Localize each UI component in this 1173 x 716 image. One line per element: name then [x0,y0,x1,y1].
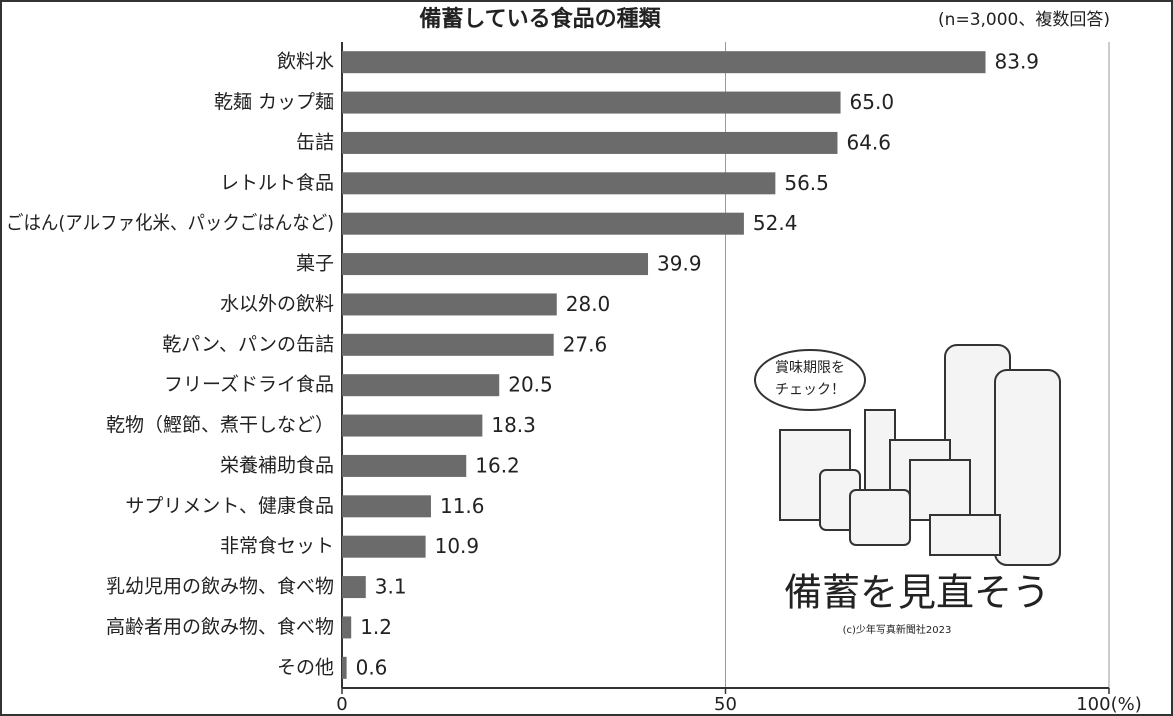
value-label: 83.9 [995,50,1040,74]
chart-subtitle: (n=3,000、複数回答) [938,10,1110,30]
y-tick-label: 乾麺 カップ麺 [214,91,334,113]
value-label: 10.9 [435,534,480,558]
y-tick-label: 水以外の飲料 [220,293,334,315]
y-tick-label: 乳幼児用の飲み物、食べ物 [106,576,334,598]
bottle [995,370,1060,565]
y-tick-label: ごはん(アルファ化米、パックごはんなど) [6,212,334,234]
annotation: (c)少年写真新聞社2023 [843,623,952,636]
chart-title: 備蓄している食品の種類 [419,6,661,32]
annotation: チェック！ [775,382,845,398]
can [850,490,910,545]
y-tick-label: その他 [277,656,334,678]
bar [342,415,482,437]
x-tick-label: 50 [714,694,737,715]
y-tick-label: サプリメント、健康食品 [125,495,334,517]
value-label: 64.6 [846,130,891,154]
bar [342,213,744,235]
y-tick-label: 飲料水 [277,51,334,73]
value-label: 18.3 [491,413,536,437]
bar [342,374,499,396]
y-tick-label: 乾パン、パンの缶詰 [162,333,334,355]
pouch [910,460,970,520]
value-label: 16.2 [475,453,520,477]
illustration [755,345,1060,565]
speech-bubble [755,350,865,410]
value-label: 56.5 [784,171,829,195]
y-tick-label: 缶詰 [296,131,334,153]
value-label: 1.2 [360,615,392,639]
bar [342,253,648,275]
y-tick-label: 乾物（鰹節、煮干しなど） [106,414,334,436]
x-tick-label: 100(%) [1076,694,1142,715]
y-tick-label: 非常食セット [220,535,334,557]
annotation: 備蓄を見直そう [784,571,1050,615]
tray [930,515,1000,555]
value-label: 27.6 [563,332,608,356]
y-tick-label: 高齢者用の飲み物、食べ物 [106,616,334,638]
bar [342,576,366,598]
value-label: 28.0 [566,292,611,316]
annotation: 賞味期限を [775,360,845,376]
value-label: 39.9 [657,252,702,276]
value-label: 0.6 [356,655,388,679]
bar [342,51,986,73]
x-tick-label: 0 [336,694,347,715]
value-label: 3.1 [375,575,407,599]
y-tick-label: レトルト食品 [220,172,334,194]
bar [342,657,347,679]
bar [342,172,775,194]
value-label: 20.5 [508,373,553,397]
chart: 備蓄している食品の種類 (n=3,000、複数回答) 賞味期限を チェック！ 備… [0,0,1173,716]
bar [342,616,351,638]
y-tick-label: フリーズドライ食品 [164,374,334,396]
bar [342,495,431,517]
bar [342,132,837,154]
bar [342,536,426,558]
bar [342,455,466,477]
bar [342,293,557,315]
value-label: 65.0 [850,90,895,114]
bar [342,92,841,114]
y-tick-label: 菓子 [296,253,334,275]
value-label: 11.6 [440,494,485,518]
bar [342,334,554,356]
y-tick-label: 栄養補助食品 [220,454,334,476]
value-label: 52.4 [753,211,798,235]
